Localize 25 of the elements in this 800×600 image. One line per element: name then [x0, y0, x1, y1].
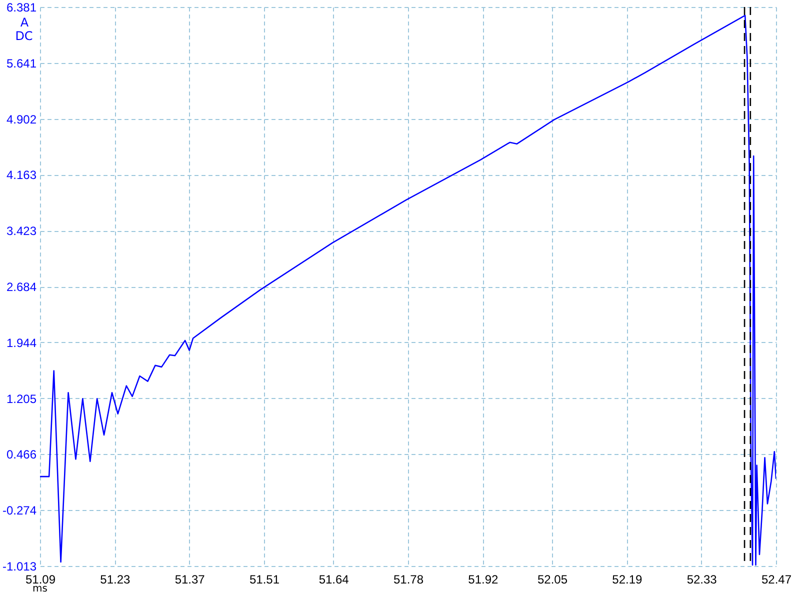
y-tick-label: 4.902 — [6, 112, 37, 126]
x-tick-label: 51.92 — [468, 572, 499, 586]
x-tick-label: 52.05 — [537, 572, 568, 586]
y-tick-label: -1.013 — [2, 560, 37, 574]
y-tick-label: 5.641 — [6, 56, 37, 70]
x-tick-label: 52.19 — [612, 572, 643, 586]
y-tick-label: 1.205 — [6, 392, 37, 406]
y-axis-title: A — [20, 16, 30, 30]
y-tick-label: 6.381 — [6, 0, 37, 14]
y-tick-label: 0.466 — [6, 448, 37, 462]
x-tick-label: 51.64 — [318, 572, 350, 586]
x-tick-label: 51.23 — [100, 572, 131, 586]
text: DC — [15, 29, 33, 43]
y-tick-label: 3.423 — [6, 224, 37, 238]
x-tick-label: 51.09 — [25, 572, 56, 586]
y-tick-label: 2.684 — [6, 280, 37, 294]
y-tick-label: -0.274 — [2, 504, 37, 518]
x-tick-label: 51.37 — [174, 572, 206, 586]
x-tick-label: 51.78 — [393, 572, 424, 586]
y-tick-label: 4.163 — [6, 168, 37, 182]
y-tick-label: 1.944 — [6, 336, 37, 350]
x-tick-label: 51.51 — [249, 572, 280, 586]
x-axis-title: ms — [32, 584, 48, 594]
x-tick-label: 52.33 — [686, 572, 718, 586]
x-tick-label: 52.47 — [761, 572, 792, 586]
